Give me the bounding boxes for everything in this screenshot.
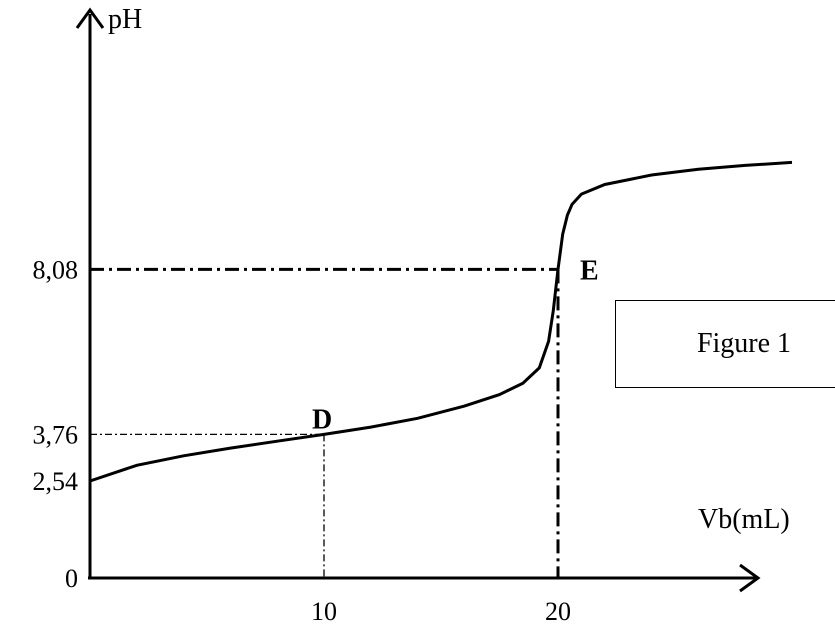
axes bbox=[75, 7, 761, 593]
point-label-E: E bbox=[580, 255, 599, 286]
figure-caption-box: Figure 1 bbox=[615, 300, 835, 388]
y-axis-arrow bbox=[75, 7, 105, 29]
y-tick-label: 0 bbox=[65, 564, 78, 593]
figure-caption: Figure 1 bbox=[696, 328, 792, 359]
point-label-D: D bbox=[312, 404, 332, 435]
x-tick-labels: 10 20 bbox=[311, 597, 571, 626]
y-tick-label: 2,54 bbox=[33, 467, 79, 496]
guide-lines bbox=[90, 267, 560, 578]
ph-curve bbox=[89, 160, 793, 483]
point-labels: DE bbox=[312, 255, 599, 435]
y-tick-label: 3,76 bbox=[33, 420, 79, 449]
y-tick-labels: 0 2,54 3,76 8,08 bbox=[33, 255, 79, 593]
y-axis-title: pH bbox=[108, 4, 142, 35]
x-axis-title: Vb(mL) bbox=[698, 504, 790, 535]
x-tick-label: 10 bbox=[311, 597, 337, 626]
x-axis-arrow bbox=[739, 563, 761, 593]
x-tick-label: 20 bbox=[545, 597, 571, 626]
y-tick-label: 8,08 bbox=[33, 255, 79, 284]
